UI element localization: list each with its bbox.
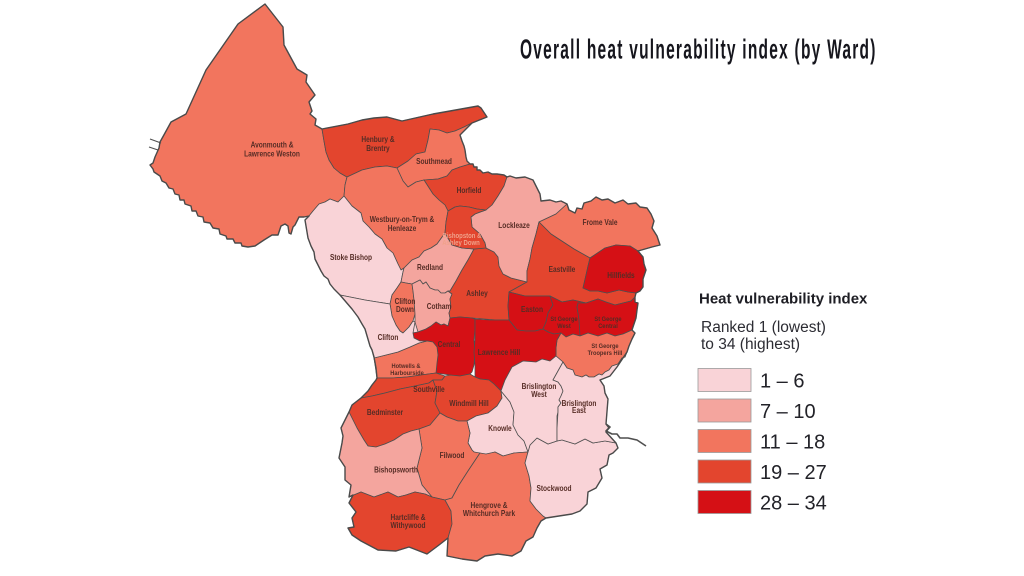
svg-text:Bedminster: Bedminster bbox=[367, 407, 403, 417]
svg-text:Stoke Bishop: Stoke Bishop bbox=[330, 252, 373, 262]
svg-text:Cotham: Cotham bbox=[427, 301, 452, 311]
svg-text:Frome Vale: Frome Vale bbox=[582, 217, 617, 227]
svg-text:West: West bbox=[557, 323, 571, 331]
svg-text:Brislington: Brislington bbox=[562, 398, 597, 408]
svg-text:Hillfields: Hillfields bbox=[607, 270, 634, 280]
svg-text:Henbury &: Henbury & bbox=[361, 134, 395, 144]
svg-text:St George: St George bbox=[550, 316, 578, 324]
svg-text:Avonmouth &: Avonmouth & bbox=[251, 140, 295, 150]
svg-text:Henleaze: Henleaze bbox=[388, 223, 417, 233]
svg-text:Lawrence Hill: Lawrence Hill bbox=[478, 347, 520, 357]
svg-text:Harbourside: Harbourside bbox=[390, 370, 424, 378]
svg-text:Stockwood: Stockwood bbox=[536, 483, 571, 493]
svg-text:Ranked 1 (lowest): Ranked 1 (lowest) bbox=[701, 319, 826, 336]
svg-text:Eastville: Eastville bbox=[549, 264, 576, 274]
svg-text:St George: St George bbox=[594, 316, 622, 324]
svg-text:Withywood: Withywood bbox=[390, 520, 425, 530]
svg-text:Troopers Hill: Troopers Hill bbox=[588, 350, 623, 358]
svg-text:Bishopsworth: Bishopsworth bbox=[374, 465, 418, 475]
svg-text:Brislington: Brislington bbox=[522, 381, 557, 391]
svg-text:Heat vulnerability index: Heat vulnerability index bbox=[699, 291, 868, 308]
svg-text:St George: St George bbox=[591, 343, 619, 351]
svg-text:Horfield: Horfield bbox=[457, 185, 482, 195]
svg-text:19 – 27: 19 – 27 bbox=[760, 462, 827, 484]
svg-text:Brentry: Brentry bbox=[366, 143, 389, 153]
svg-text:Knowle: Knowle bbox=[488, 423, 511, 433]
svg-text:Redland: Redland bbox=[417, 262, 443, 272]
svg-text:Southmead: Southmead bbox=[416, 156, 452, 166]
svg-text:West: West bbox=[531, 389, 547, 399]
svg-text:Ashley: Ashley bbox=[466, 288, 488, 298]
svg-text:7 – 10: 7 – 10 bbox=[760, 401, 816, 423]
svg-text:Bishopston &: Bishopston & bbox=[443, 233, 482, 241]
svg-text:Hotwells &: Hotwells & bbox=[391, 363, 420, 371]
svg-text:Clifton: Clifton bbox=[378, 332, 399, 342]
svg-text:Southville: Southville bbox=[413, 384, 444, 394]
svg-text:Down: Down bbox=[396, 304, 414, 314]
svg-text:Whitchurch Park: Whitchurch Park bbox=[463, 508, 516, 518]
svg-text:East: East bbox=[572, 405, 586, 415]
svg-text:28 – 34: 28 – 34 bbox=[760, 493, 827, 515]
svg-text:Easton: Easton bbox=[521, 304, 543, 314]
svg-text:1 – 6: 1 – 6 bbox=[760, 371, 804, 393]
svg-text:Windmill Hill: Windmill Hill bbox=[449, 398, 488, 408]
svg-text:Hengrove &: Hengrove & bbox=[471, 500, 509, 510]
svg-text:Clifton: Clifton bbox=[395, 296, 416, 306]
svg-text:Filwood: Filwood bbox=[440, 450, 465, 460]
svg-text:Westbury-on-Trym &: Westbury-on-Trym & bbox=[370, 214, 435, 224]
svg-text:to 34 (highest): to 34 (highest) bbox=[701, 336, 800, 353]
svg-text:Lawrence Weston: Lawrence Weston bbox=[244, 149, 300, 159]
svg-text:Central: Central bbox=[598, 323, 618, 331]
svg-text:11 – 18: 11 – 18 bbox=[760, 432, 825, 454]
svg-text:Lockleaze: Lockleaze bbox=[498, 220, 529, 230]
svg-text:Hartcliffe &: Hartcliffe & bbox=[390, 512, 426, 522]
svg-text:Ashley Down: Ashley Down bbox=[442, 240, 480, 248]
svg-text:Central: Central bbox=[438, 339, 461, 349]
svg-text:Overall heat vulnerability ind: Overall heat vulnerability index (by War… bbox=[520, 34, 877, 65]
